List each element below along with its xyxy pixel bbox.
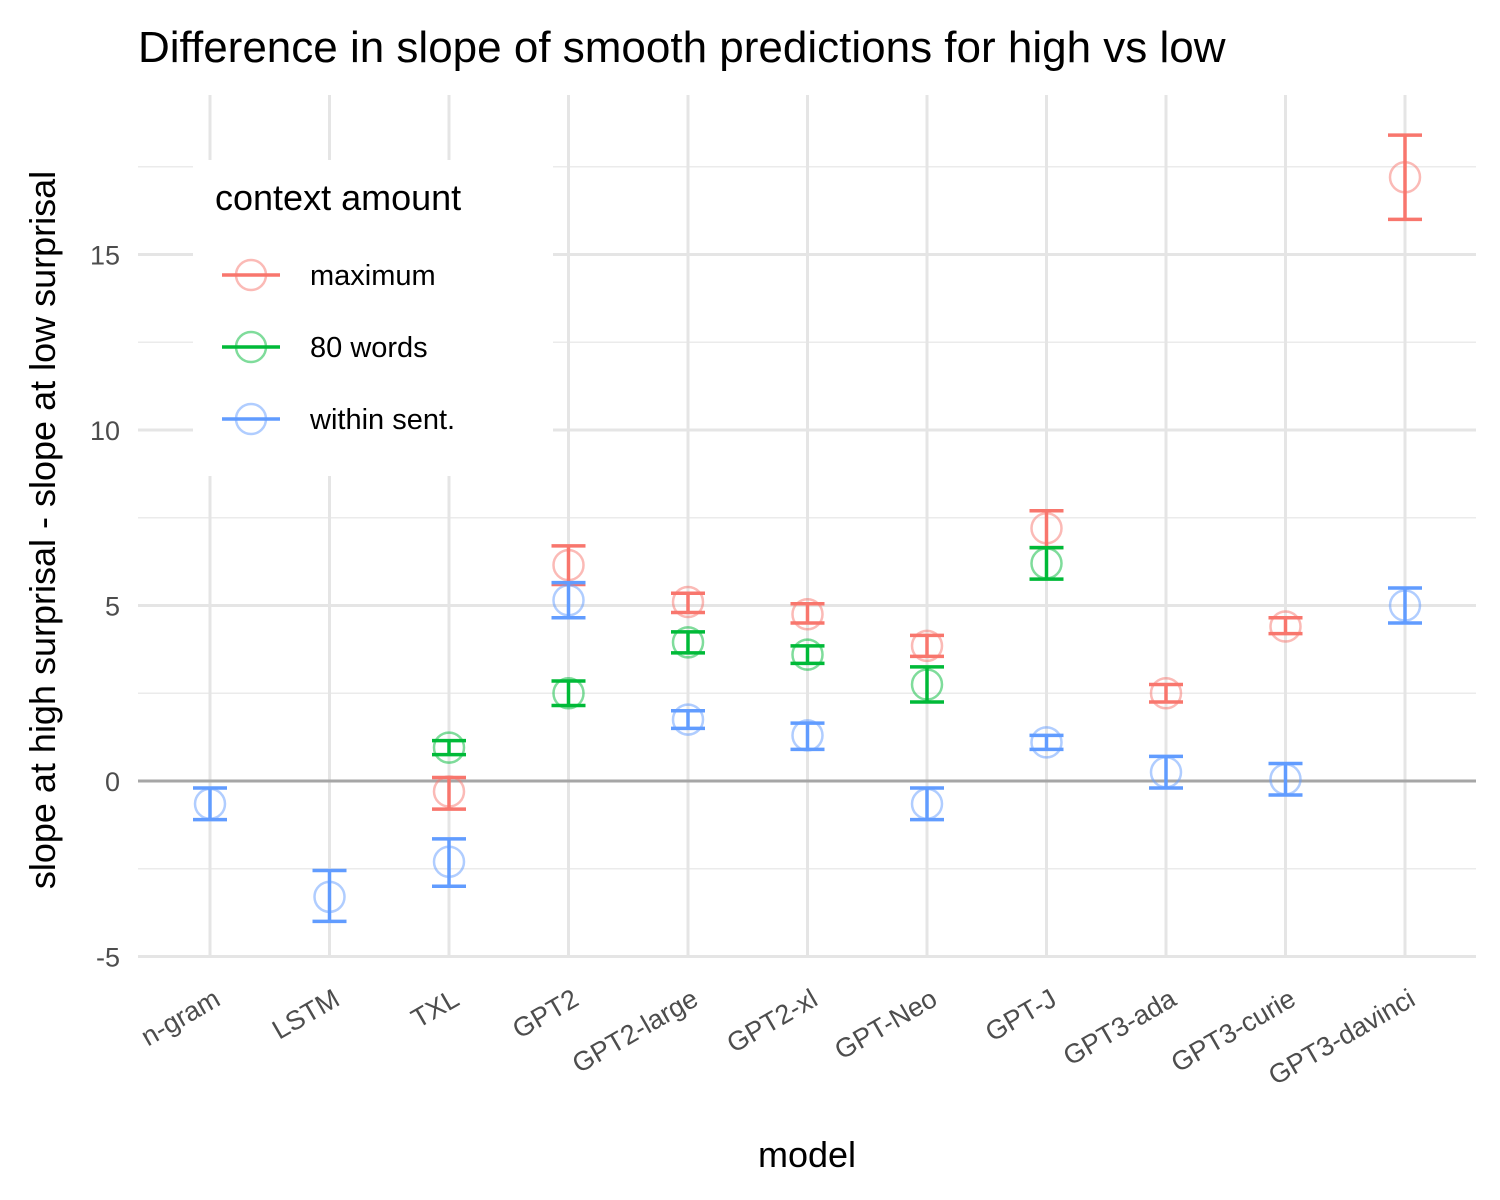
series-within-sent xyxy=(193,580,1422,924)
data-point xyxy=(791,638,824,671)
data-point xyxy=(791,719,824,752)
data-point xyxy=(193,787,227,821)
y-tick-label: 0 xyxy=(105,767,120,797)
x-tick-label: LSTM xyxy=(267,983,344,1045)
data-point xyxy=(1030,547,1063,580)
data-point xyxy=(1149,755,1183,789)
data-point xyxy=(671,585,705,619)
data-point xyxy=(671,703,705,736)
data-point xyxy=(1269,762,1302,796)
data-point xyxy=(432,731,466,764)
legend-label: 80 words xyxy=(310,332,428,364)
chart-title: Difference in slope of smooth prediction… xyxy=(138,23,1226,72)
data-point xyxy=(910,787,944,821)
errorbar xyxy=(432,738,466,757)
x-tick-label: GPT2 xyxy=(507,983,583,1044)
legend-item: maximum xyxy=(222,258,436,292)
legend-key-circle xyxy=(234,330,268,364)
y-tick-label: 10 xyxy=(90,416,120,446)
data-marks xyxy=(193,133,1422,924)
errorbar xyxy=(910,665,944,704)
errorbar xyxy=(671,709,705,731)
data-point xyxy=(910,629,944,663)
data-point xyxy=(552,548,585,582)
data-point xyxy=(552,583,585,617)
x-tick-label: GPT-J xyxy=(980,983,1061,1047)
legend-label: within sent. xyxy=(309,404,455,436)
x-tick-label: n-gram xyxy=(136,983,225,1052)
data-point xyxy=(432,775,466,808)
legend-background xyxy=(193,160,553,476)
y-tick-label: 15 xyxy=(90,241,120,271)
legend-label: maximum xyxy=(310,260,436,292)
y-tick-label: 5 xyxy=(105,592,120,622)
x-axis-title: model xyxy=(758,1134,856,1175)
errorbar xyxy=(1268,616,1303,636)
y-axis-title: slope at high surprisal - slope at low s… xyxy=(22,171,63,889)
errorbar xyxy=(790,644,825,666)
y-tick-label: -5 xyxy=(96,943,120,973)
data-point xyxy=(791,598,824,631)
legend: context amount maximum 80 words within sen… xyxy=(193,160,553,476)
series-80-words xyxy=(432,545,1064,764)
x-tick-label: GPT3-ada xyxy=(1058,983,1182,1072)
data-point xyxy=(1269,610,1302,643)
data-point xyxy=(1388,589,1422,622)
data-point xyxy=(1030,512,1063,545)
errorbar xyxy=(1029,733,1064,752)
x-tick-label: GPT-Neo xyxy=(830,983,942,1065)
legend-key-circle xyxy=(234,402,268,436)
data-point xyxy=(552,677,585,710)
legend-key-circle xyxy=(234,258,268,292)
errorbar xyxy=(551,679,586,708)
legend-title: context amount xyxy=(215,177,461,218)
errorbar xyxy=(312,868,347,924)
data-point xyxy=(1030,726,1063,759)
errorbar xyxy=(1388,133,1422,222)
data-point xyxy=(432,845,466,878)
x-tick-label: GPT2-xl xyxy=(722,983,823,1058)
x-tick-label: GPT2-large xyxy=(567,983,703,1079)
data-point xyxy=(671,626,705,659)
data-point xyxy=(313,880,346,914)
data-point xyxy=(910,668,944,701)
errorbar xyxy=(551,580,586,620)
errorbar xyxy=(1388,586,1422,625)
legend-item: within sent. xyxy=(222,402,455,436)
data-point xyxy=(1149,677,1183,710)
x-tick-label: TXL xyxy=(406,983,464,1034)
legend-item: 80 words xyxy=(222,330,428,364)
errorbar xyxy=(551,544,586,587)
y-axis-ticks: -5 0 5 10 15 xyxy=(90,241,120,973)
data-point xyxy=(1388,161,1422,194)
